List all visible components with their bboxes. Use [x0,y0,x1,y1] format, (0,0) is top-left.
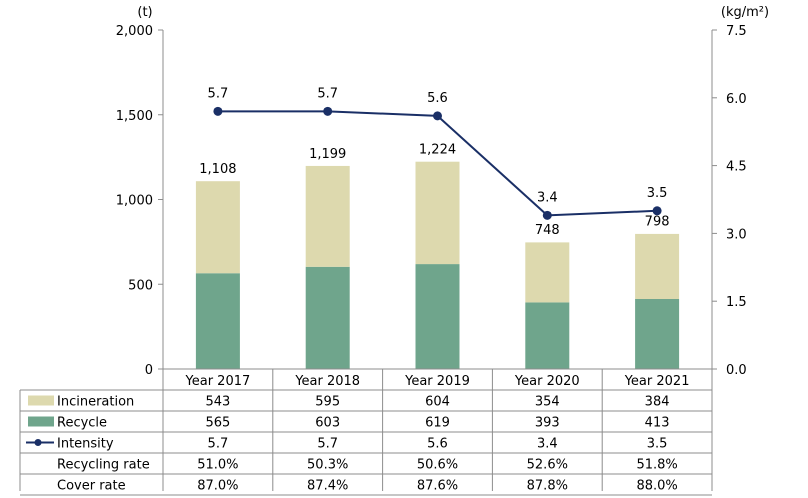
legend-swatch [28,395,54,406]
right-tick-label: 6.0 [726,92,747,107]
table-cell: 87.8% [527,479,568,494]
table-cell: 619 [425,416,450,431]
right-tick-label: 4.5 [726,160,747,175]
table-cell: 603 [315,416,340,431]
bar-incineration-0 [195,181,240,274]
intensity-point [433,111,442,121]
table-cell: 595 [315,395,340,410]
table-cell: 3.4 [537,437,558,452]
intensity-point [323,106,333,116]
intensity-point [542,210,552,220]
intensity-point [652,206,662,216]
category-label: Year 2018 [294,374,360,389]
bar-recycle-0 [195,273,240,369]
table-cell: 88.0% [636,479,677,494]
intensity-label: 5.7 [317,86,338,101]
bar-incineration-3 [525,242,570,303]
legend-swatch [28,416,54,427]
table-cell: 51.8% [636,458,677,473]
table-cell: 565 [205,416,230,431]
bar-total-label: 798 [645,215,670,230]
table-cell: 87.0% [197,479,238,494]
table-cell: 354 [535,395,560,410]
right-tick-label: 3.0 [726,227,747,242]
table-row-label: Cover rate [57,479,126,494]
table-cell: 384 [645,395,670,410]
intensity-line: 5.7 5.7 5.6 3.4 3.5 [208,86,668,220]
table-cell: 5.7 [317,437,338,452]
table-cell: 3.5 [647,437,668,452]
intensity-label: 3.5 [647,186,668,201]
bar-total-label: 1,108 [199,162,236,177]
data-table: Year 2017 Year 2018 Year 2019 Year 2020 Year… [19,368,712,496]
right-tick-label: 1.5 [726,295,747,310]
table-row-label: Incineration [57,395,134,410]
bar-recycle-3 [525,302,570,369]
intensity-label: 5.6 [427,91,448,106]
bar-recycle-4 [635,298,680,369]
table-cell: 87.4% [307,479,348,494]
bar-recycle-2 [415,264,460,369]
table-cell: 5.7 [208,437,229,452]
intensity-label: 3.4 [537,190,558,205]
left-axis: 0 500 1,000 1,500 2,000 [116,24,164,491]
table-cell: 50.6% [417,458,458,473]
bar-total-label: 1,224 [419,143,456,158]
left-tick-label: 0 [145,363,153,378]
left-tick-label: 1,500 [116,109,153,124]
intensity-point [213,106,223,116]
table-row-label: Recycle [57,416,107,431]
table-cell: 87.6% [417,479,458,494]
right-tick-label: 0.0 [726,363,747,378]
bar-recycle-1 [305,266,350,369]
table-cell: 413 [645,416,670,431]
bar-total-label: 1,199 [309,147,346,162]
table-row-label: Intensity [57,437,114,452]
table-cell: 393 [535,416,560,431]
right-axis-unit: (kg/m²) [721,5,769,20]
table-cell: 5.6 [427,437,448,452]
right-tick-label: 7.5 [726,24,747,39]
bar-total-label: 748 [535,223,560,238]
bar-incineration-1 [305,165,350,267]
right-axis: 0.0 1.5 3.0 4.5 6.0 7.5 [711,24,747,491]
table-cell: 52.6% [527,458,568,473]
category-label: Year 2017 [185,374,251,389]
bars: 1,108 1,199 1,224 748 798 [195,143,680,369]
intensity-label: 5.7 [208,86,229,101]
category-label: Year 2019 [404,374,470,389]
left-tick-label: 1,000 [116,194,153,209]
table-cell: 50.3% [307,458,348,473]
left-axis-unit: (t) [137,5,152,20]
bar-incineration-4 [635,233,680,299]
left-tick-label: 2,000 [116,24,153,39]
legend-marker [34,439,42,446]
category-label: Year 2020 [514,374,580,389]
table-cell: 51.0% [197,458,238,473]
table-row-label: Recycling rate [57,458,150,473]
table-cell: 543 [205,395,230,410]
table-cell: 604 [425,395,450,410]
left-tick-label: 500 [128,278,153,293]
category-label: Year 2021 [624,374,690,389]
bar-incineration-2 [415,161,460,265]
